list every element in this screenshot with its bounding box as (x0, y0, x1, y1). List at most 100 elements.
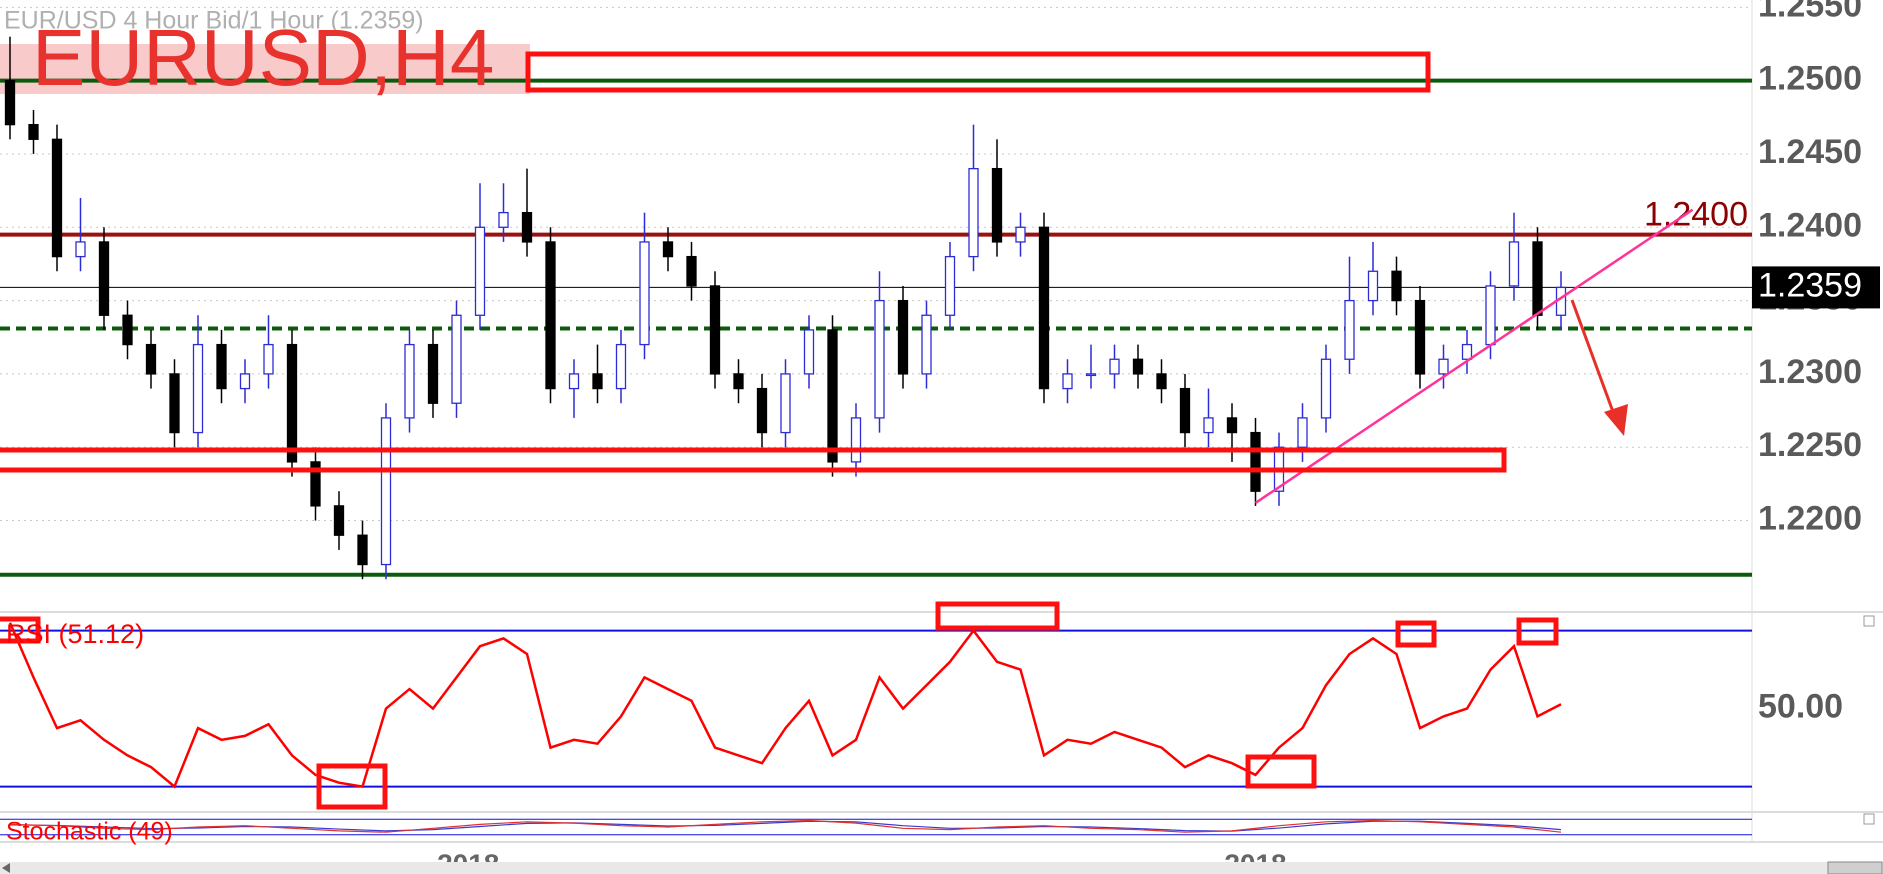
annotations (0, 51, 1559, 810)
arrow-head (1604, 404, 1628, 436)
candle-body (51, 138, 63, 258)
candle-body (733, 373, 744, 390)
close-panel[interactable] (1863, 615, 1875, 627)
candle-body (310, 461, 321, 507)
stochastic-label: Stochastic (49) (6, 818, 173, 846)
level-label: 1.2400 (1644, 196, 1748, 234)
rsi-line (8, 622, 1562, 789)
candle-body (897, 299, 909, 375)
candle-body (1438, 358, 1449, 375)
candle-body (498, 211, 509, 228)
y-tick-label: 1.2250 (1758, 426, 1862, 464)
scrollbar[interactable] (0, 862, 1883, 874)
resistance-box (525, 51, 1431, 93)
candle-body (686, 255, 697, 287)
candle-body (1414, 299, 1426, 375)
candle-body (756, 387, 768, 434)
y-tick-label: 1.2500 (1758, 60, 1862, 98)
candle-body (286, 343, 298, 463)
rsi-box (1516, 617, 1559, 646)
candle-body (991, 167, 1003, 243)
candle-body (1485, 285, 1496, 346)
y-tick-label: 1.2200 (1758, 500, 1862, 538)
candle-body (4, 79, 16, 126)
rsi-box (1245, 754, 1317, 789)
candle-body (1226, 417, 1238, 434)
candle-body (474, 226, 486, 316)
candle-body (803, 329, 815, 375)
candle-body (1132, 358, 1144, 375)
y-tick-label: 1.2450 (1758, 133, 1862, 171)
rsi-box (935, 601, 1060, 631)
candle-body (1179, 387, 1191, 434)
candle-body (216, 343, 227, 390)
candle-body (1461, 343, 1473, 360)
down-arrow (1570, 299, 1628, 436)
candle-body (427, 343, 439, 404)
rsi-box (316, 763, 388, 810)
close-panel[interactable] (1863, 813, 1875, 825)
candle-body (1250, 431, 1261, 492)
candle-body (639, 241, 650, 346)
candle-body (1320, 358, 1332, 419)
y-tick-label: 1.2400 (1758, 206, 1862, 244)
arrow-shaft (1570, 299, 1618, 421)
candle-body (145, 343, 157, 375)
candle-body (192, 343, 204, 434)
candle-body (1109, 358, 1120, 375)
candle-body (545, 241, 556, 390)
candle-body (1085, 373, 1097, 377)
rsi-box (0, 616, 41, 644)
candle-body (404, 343, 415, 419)
y-tick-label: 1.2300 (1758, 353, 1862, 391)
candle-body (1344, 299, 1355, 360)
candle-body (239, 373, 251, 390)
candle-body (98, 241, 110, 316)
candle-body (263, 343, 274, 375)
trendline (1254, 208, 1694, 504)
candle-body (592, 373, 603, 390)
y-tick-label: 1.2550 (1758, 0, 1862, 24)
candle-body (944, 255, 956, 316)
candle-body (1391, 270, 1402, 302)
candle-body (122, 314, 133, 346)
candle-body (827, 329, 838, 463)
candle-body (75, 241, 86, 258)
candle-body (568, 373, 580, 390)
candle-body (333, 505, 345, 536)
candle-body (1203, 417, 1214, 434)
chart-title: EUR/USD 4 Hour Bid/1 Hour (1.2359) (4, 7, 424, 35)
candle-body (615, 343, 627, 390)
candle-body (1508, 241, 1520, 287)
candle-body (1156, 373, 1167, 390)
stochastic-k-line (9, 819, 1562, 833)
scroll-thumb[interactable] (1827, 861, 1883, 874)
last-price-badge (1752, 266, 1880, 309)
candle-body (1015, 226, 1026, 243)
candle-body (380, 417, 392, 566)
candle-body (850, 417, 862, 463)
candle-body (28, 123, 39, 140)
candle-body (1532, 241, 1543, 316)
candle-body (780, 373, 791, 434)
rsi-label: RSI (51.12) (6, 619, 144, 649)
candle-body (1062, 373, 1073, 390)
candle-body (357, 534, 368, 566)
candle-body (968, 167, 979, 258)
symbol-backdrop (0, 44, 530, 94)
last-price-label: 1.2359 (1758, 266, 1862, 304)
rsi-tick-label: 50.00 (1758, 688, 1843, 726)
candle-body (451, 314, 462, 404)
candle-body (521, 211, 533, 243)
scroll-left[interactable] (2, 863, 10, 873)
candle-body (709, 285, 721, 375)
rsi-box (1395, 620, 1437, 648)
candle-body (169, 373, 180, 434)
candle-body (662, 241, 674, 258)
candle-body (1038, 226, 1050, 390)
candle-body (1297, 417, 1308, 448)
symbol-label: EURUSD,H4 (32, 13, 494, 102)
